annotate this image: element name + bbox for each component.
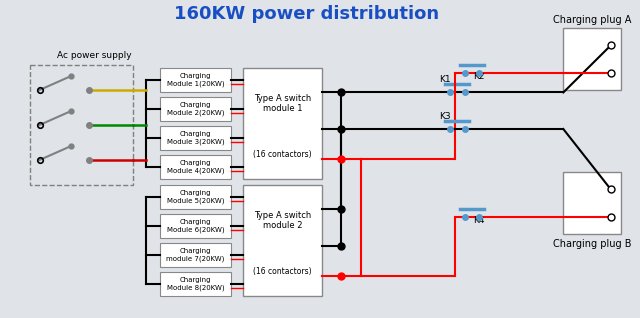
Text: Charging
module 7(20KW): Charging module 7(20KW): [166, 248, 225, 262]
FancyBboxPatch shape: [243, 68, 322, 179]
Text: K1: K1: [439, 75, 451, 84]
Text: Charging
Module 5(20KW): Charging Module 5(20KW): [167, 190, 225, 204]
FancyBboxPatch shape: [160, 214, 231, 238]
Text: Charging
Module 1(20KW): Charging Module 1(20KW): [167, 73, 225, 87]
Text: Ac power supply: Ac power supply: [56, 51, 131, 59]
FancyBboxPatch shape: [563, 172, 621, 234]
Text: Type A switch
module 1: Type A switch module 1: [254, 94, 311, 113]
Text: (16 contactors): (16 contactors): [253, 150, 312, 159]
Text: Charging
Module 2(20KW): Charging Module 2(20KW): [167, 102, 225, 116]
FancyBboxPatch shape: [160, 272, 231, 296]
FancyBboxPatch shape: [563, 28, 621, 90]
Text: Charging plug B: Charging plug B: [553, 239, 631, 249]
FancyBboxPatch shape: [160, 68, 231, 92]
FancyBboxPatch shape: [160, 97, 231, 121]
FancyBboxPatch shape: [160, 185, 231, 209]
Text: 160KW power distribution: 160KW power distribution: [174, 5, 439, 23]
Text: Charging
Module 3(20KW): Charging Module 3(20KW): [167, 131, 225, 145]
Text: Charging
Module 4(20KW): Charging Module 4(20KW): [167, 160, 225, 174]
Text: (16 contactors): (16 contactors): [253, 267, 312, 276]
Text: K4: K4: [474, 216, 485, 225]
Text: K2: K2: [474, 72, 485, 81]
Text: Type A switch
module 2: Type A switch module 2: [254, 211, 311, 230]
FancyBboxPatch shape: [243, 185, 322, 296]
Text: Charging
Module 6(20KW): Charging Module 6(20KW): [167, 219, 225, 233]
FancyBboxPatch shape: [160, 155, 231, 179]
FancyBboxPatch shape: [160, 243, 231, 267]
Text: Charging
Module 8(20KW): Charging Module 8(20KW): [167, 277, 225, 291]
Text: K3: K3: [439, 112, 451, 121]
FancyBboxPatch shape: [160, 126, 231, 150]
Text: Charging plug A: Charging plug A: [553, 15, 631, 25]
